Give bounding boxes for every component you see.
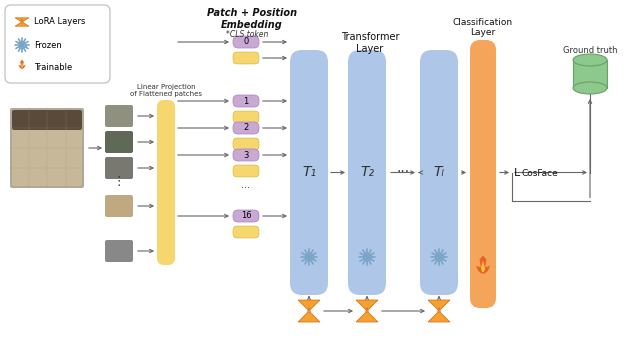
Text: 3: 3 bbox=[243, 150, 249, 160]
Polygon shape bbox=[481, 260, 485, 272]
FancyBboxPatch shape bbox=[105, 131, 133, 153]
Ellipse shape bbox=[573, 82, 607, 94]
Polygon shape bbox=[438, 309, 440, 312]
Text: LoRA Layers: LoRA Layers bbox=[34, 18, 85, 26]
FancyBboxPatch shape bbox=[233, 149, 259, 161]
Polygon shape bbox=[298, 300, 320, 311]
Text: Transformer
Layer: Transformer Layer bbox=[340, 32, 399, 54]
Polygon shape bbox=[428, 300, 450, 311]
FancyBboxPatch shape bbox=[105, 157, 133, 179]
Polygon shape bbox=[437, 307, 441, 313]
Text: L: L bbox=[514, 168, 520, 178]
Polygon shape bbox=[308, 309, 310, 312]
Text: Patch + Position
Embedding: Patch + Position Embedding bbox=[207, 8, 297, 30]
Text: 1: 1 bbox=[243, 96, 248, 106]
FancyBboxPatch shape bbox=[105, 105, 133, 127]
Polygon shape bbox=[20, 19, 24, 23]
FancyBboxPatch shape bbox=[290, 50, 328, 295]
Polygon shape bbox=[356, 300, 378, 311]
Polygon shape bbox=[21, 62, 23, 68]
Text: CosFace: CosFace bbox=[521, 169, 557, 178]
Text: 0: 0 bbox=[243, 37, 248, 47]
Text: Classification
Layer: Classification Layer bbox=[453, 18, 513, 37]
Text: Trainable: Trainable bbox=[34, 64, 72, 72]
Polygon shape bbox=[365, 307, 369, 313]
FancyBboxPatch shape bbox=[12, 110, 82, 186]
Polygon shape bbox=[15, 22, 29, 26]
FancyBboxPatch shape bbox=[233, 165, 259, 177]
Ellipse shape bbox=[573, 54, 607, 66]
FancyBboxPatch shape bbox=[157, 100, 175, 265]
Polygon shape bbox=[476, 256, 490, 274]
Text: Frozen: Frozen bbox=[34, 41, 61, 49]
FancyBboxPatch shape bbox=[12, 110, 82, 130]
FancyBboxPatch shape bbox=[348, 50, 386, 295]
Text: T₁: T₁ bbox=[302, 166, 316, 179]
FancyBboxPatch shape bbox=[233, 122, 259, 134]
Text: *CLS token: *CLS token bbox=[226, 30, 268, 39]
FancyBboxPatch shape bbox=[105, 195, 133, 217]
FancyBboxPatch shape bbox=[105, 240, 133, 262]
Bar bbox=[573, 60, 607, 88]
Polygon shape bbox=[15, 18, 29, 22]
Text: ...: ... bbox=[241, 180, 250, 190]
FancyBboxPatch shape bbox=[233, 226, 259, 238]
Text: ···: ··· bbox=[396, 166, 410, 179]
Text: Linear Projection
of Flattened patches: Linear Projection of Flattened patches bbox=[130, 84, 202, 97]
FancyBboxPatch shape bbox=[233, 111, 259, 123]
FancyBboxPatch shape bbox=[420, 50, 458, 295]
Text: 16: 16 bbox=[241, 211, 252, 221]
Text: ⋮: ⋮ bbox=[113, 175, 125, 189]
Polygon shape bbox=[356, 311, 378, 322]
Text: Tₗ: Tₗ bbox=[434, 166, 444, 179]
FancyBboxPatch shape bbox=[470, 40, 496, 308]
FancyBboxPatch shape bbox=[233, 36, 259, 48]
FancyBboxPatch shape bbox=[10, 108, 84, 188]
FancyBboxPatch shape bbox=[5, 5, 110, 83]
FancyBboxPatch shape bbox=[233, 52, 259, 64]
Text: 2: 2 bbox=[243, 124, 248, 132]
FancyBboxPatch shape bbox=[233, 138, 259, 150]
Text: Ground truth: Ground truth bbox=[563, 46, 617, 55]
Polygon shape bbox=[19, 60, 26, 69]
Polygon shape bbox=[366, 309, 367, 312]
FancyBboxPatch shape bbox=[233, 95, 259, 107]
Polygon shape bbox=[298, 311, 320, 322]
Polygon shape bbox=[307, 307, 311, 313]
FancyBboxPatch shape bbox=[233, 210, 259, 222]
Text: T₂: T₂ bbox=[360, 166, 374, 179]
Polygon shape bbox=[428, 311, 450, 322]
